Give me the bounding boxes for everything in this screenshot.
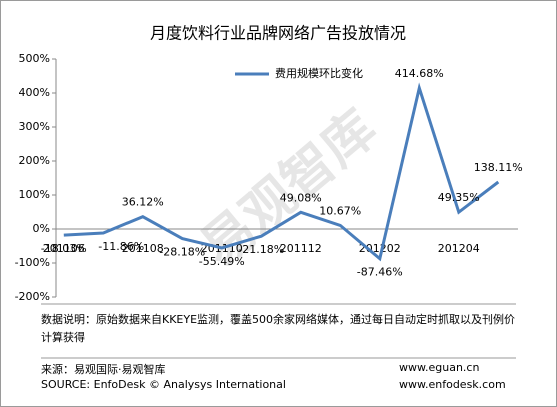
x-tick-label: 201112 [280,242,322,255]
data-label: -87.46% [357,266,403,279]
legend-label: 费用规模环比变化 [275,66,363,80]
line-series [63,82,500,262]
y-tick-label: -200% [15,290,50,303]
y-tick-label: 500% [19,52,50,65]
y-tick-label: -100% [15,256,50,269]
y-tick-label: 200% [19,154,50,167]
x-tick-label: 201106 [43,242,85,255]
source: 来源：易观国际·易观智库 [41,363,166,376]
x-tick-label: 201204 [438,242,480,255]
x-tick-label: 201108 [122,242,164,255]
y-tick-label: 300% [19,120,50,133]
source: SOURCE: EnfoDesk © Analysys Internationa… [41,378,286,391]
data-label: -18.03% [41,242,87,255]
url: www.eguan.cn [399,361,480,374]
data-label: -11.86% [98,240,144,253]
url: www.enfodesk.com [399,378,506,391]
data-label: -55.49% [199,255,245,268]
y-tick-label: 100% [19,188,50,201]
data-label: 10.67% [319,204,361,217]
data-label: 138.11% [474,161,523,174]
chart-title: 月度饮料行业品牌网络广告投放情况 [150,24,406,43]
y-tick-label: 0% [33,222,50,235]
y-tick-label: 400% [19,86,50,99]
data-label: -28.18% [159,246,205,259]
data-label: -21.18% [238,243,284,256]
data-label: 49.08% [280,191,322,204]
data-label: 414.68% [395,67,444,80]
note: 数据说明：原始数据来自KKEYE监测，覆盖500余家网络媒体，通过每日自动定时抓… [41,313,516,344]
data-label: 36.12% [122,196,164,209]
data-label: 49.35% [438,191,480,204]
